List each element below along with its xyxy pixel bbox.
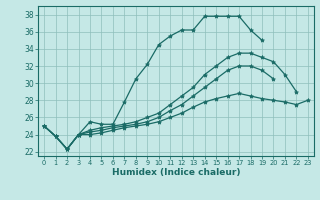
X-axis label: Humidex (Indice chaleur): Humidex (Indice chaleur) <box>112 168 240 177</box>
